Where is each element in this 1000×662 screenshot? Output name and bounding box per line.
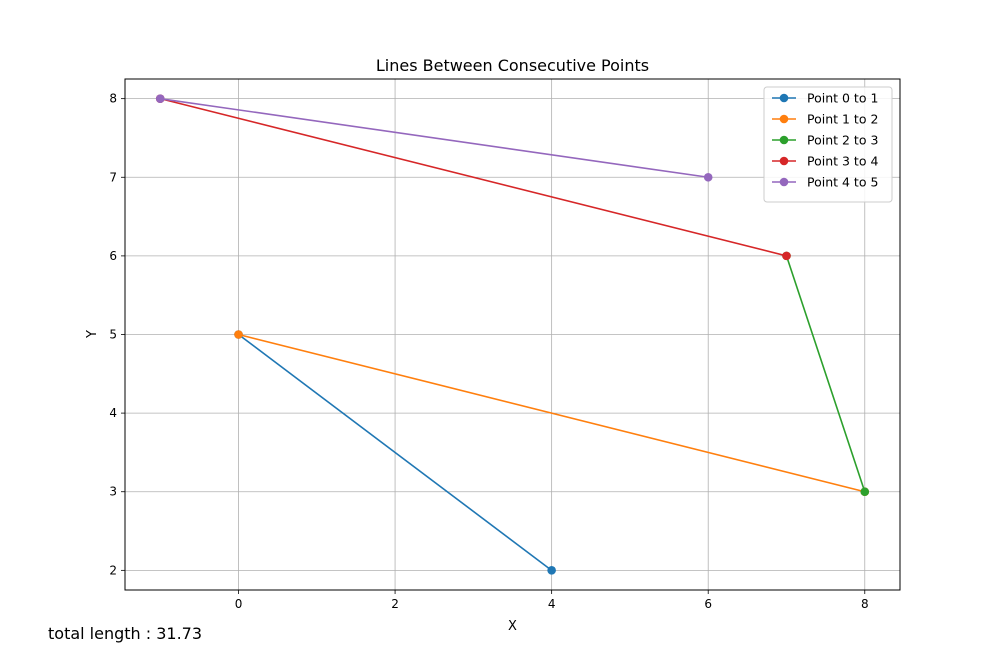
legend-marker [779, 177, 789, 187]
legend-label: Point 3 to 4 [807, 154, 878, 169]
series-line [160, 97, 709, 179]
y-tick-label: 6 [109, 249, 117, 263]
data-point-marker [234, 330, 243, 339]
data-point-marker [782, 251, 791, 261]
legend-marker [779, 93, 789, 103]
series-layer [155, 94, 870, 575]
data-point-marker [155, 94, 165, 103]
total-length-text: total length : 31.73 [48, 624, 203, 643]
x-axis-label: X [508, 619, 517, 634]
x-tick-label: 8 [861, 597, 869, 611]
legend-item: Point 2 to 3 [772, 133, 878, 148]
legend-marker [779, 156, 789, 166]
legend-marker [779, 135, 789, 145]
data-point-marker [860, 487, 870, 497]
legend-marker [779, 114, 789, 124]
legend-label: Point 2 to 3 [807, 133, 878, 148]
x-tick-label: 4 [548, 597, 556, 611]
legend-item: Point 4 to 5 [772, 175, 878, 190]
chart-title: Lines Between Consecutive Points [376, 56, 649, 75]
axis-ticks: 0 2 4 6 8 2 3 4 5 6 7 8 [109, 92, 868, 611]
y-axis-label: Y [85, 330, 100, 339]
x-tick-label: 6 [704, 597, 712, 611]
series-line [160, 97, 787, 257]
legend-frame [763, 86, 893, 203]
legend-item: Point 1 to 2 [772, 112, 878, 127]
legend-label: Point 0 to 1 [807, 91, 878, 106]
y-tick-label: 3 [109, 485, 117, 499]
series-line [238, 333, 865, 493]
y-tick-label: 4 [109, 406, 117, 420]
series-line [238, 333, 553, 571]
series-segment-4 [155, 94, 713, 182]
y-tick-label: 2 [109, 563, 117, 577]
series-segment-2 [782, 251, 870, 497]
data-point-marker [703, 172, 713, 182]
y-tick-label: 7 [109, 170, 117, 184]
y-tick-label: 8 [109, 92, 117, 106]
y-tick-label: 5 [109, 328, 117, 342]
legend: Point 0 to 1 Point 1 to 2 Point 2 to 3 Poin… [763, 86, 893, 203]
legend-label: Point 4 to 5 [807, 175, 878, 190]
legend-label: Point 1 to 2 [807, 112, 878, 127]
x-tick-label: 0 [235, 597, 243, 611]
x-tick-label: 2 [391, 597, 399, 611]
grid-lines [125, 79, 900, 590]
legend-item: Point 3 to 4 [772, 154, 878, 169]
legend-item: Point 0 to 1 [772, 91, 878, 106]
series-line [785, 255, 866, 492]
data-point-marker [547, 566, 556, 575]
